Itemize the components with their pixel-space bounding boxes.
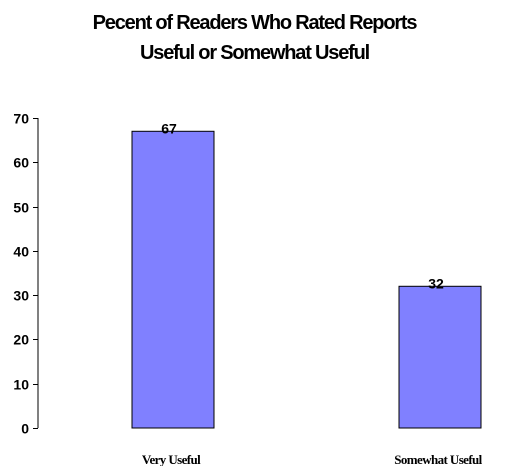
- bar: [398, 285, 482, 429]
- y-tick-label: 50: [13, 200, 29, 216]
- chart-title-line-1: Pecent of Readers Who Rated Reports: [92, 12, 418, 34]
- chart-title: Pecent of Readers Who Rated Reports Usef…: [0, 8, 509, 68]
- y-tick-label: 10: [13, 377, 29, 393]
- chart-title-line-2: Useful or Somewhat Useful: [140, 42, 370, 64]
- y-tick-label: 20: [13, 332, 29, 348]
- bar: [131, 130, 215, 429]
- data-label: 67: [161, 120, 177, 136]
- y-tick-label: 0: [21, 421, 29, 437]
- x-category-label: Very Useful: [142, 452, 201, 466]
- data-label: 32: [428, 275, 444, 291]
- y-tick-label: 30: [13, 288, 29, 304]
- y-tick-label: 70: [13, 111, 29, 127]
- x-category-label: Somewhat Useful: [394, 452, 482, 466]
- y-tick-label: 60: [13, 155, 29, 171]
- y-tick-label: 40: [13, 244, 29, 260]
